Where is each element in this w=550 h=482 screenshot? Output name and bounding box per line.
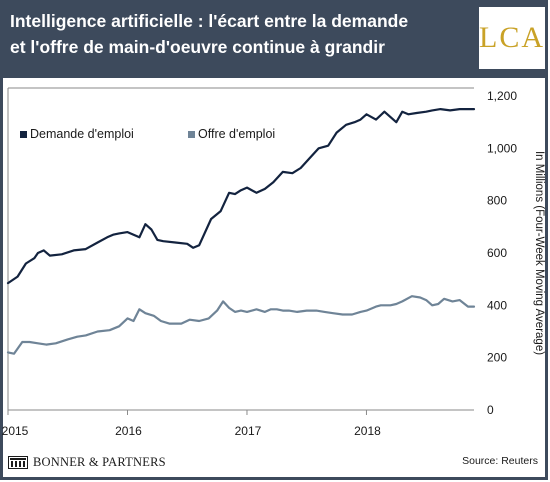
x-tick-label: 2015 [2, 424, 29, 438]
publisher-name: BONNER & PARTNERS [33, 454, 166, 469]
y-tick-label: 800 [487, 194, 507, 208]
y-tick-label: 200 [487, 351, 507, 365]
publisher-credit: BONNER & PARTNERS [8, 454, 166, 470]
lca-logo: LCA [479, 7, 545, 69]
x-tick-label: 2017 [235, 424, 262, 438]
legend-marker-supply [188, 131, 195, 138]
bonner-partners-logo-icon [8, 455, 28, 469]
y-tick-label: 400 [487, 298, 507, 312]
x-tick-label: 2018 [354, 424, 381, 438]
y-tick-label: 1,000 [487, 141, 517, 155]
legend-label-demand: Demande d'emploi [30, 127, 134, 141]
title-line-1: Intelligence artificielle : l'écart entr… [10, 11, 409, 31]
x-tick-label: 2016 [115, 424, 142, 438]
y-tick-label: 1,200 [487, 89, 517, 103]
title-line-2: et l'offre de main-d'oeuvre continue à g… [10, 37, 385, 57]
page-title: Intelligence artificielle : l'écart entr… [10, 8, 475, 60]
y-tick-label: 0 [487, 403, 494, 417]
y-axis-label: In Millions (Four-Week Moving Average) [533, 151, 545, 355]
source-label: Source: Reuters [462, 455, 538, 467]
series-line-demand [6, 107, 476, 285]
y-tick-label: 600 [487, 246, 507, 260]
legend-marker-demand [20, 131, 27, 138]
legend-label-supply: Offre d'emploi [198, 127, 275, 141]
header-bar: Intelligence artificielle : l'écart entr… [0, 0, 548, 78]
series-line-supply [6, 295, 476, 355]
